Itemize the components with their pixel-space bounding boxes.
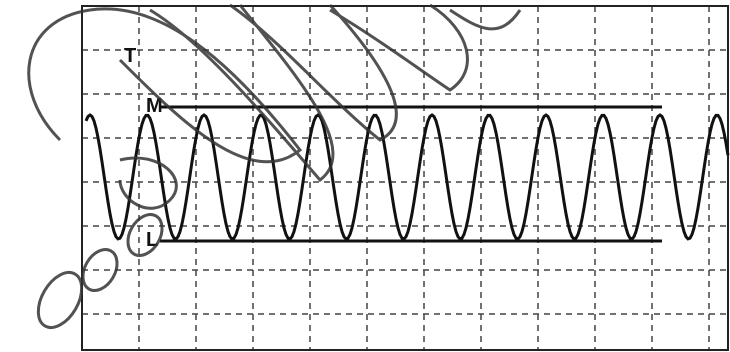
label-l: L (146, 229, 158, 251)
label-t: T (124, 45, 136, 67)
oscilloscope-screen: T M L (0, 0, 730, 352)
background (0, 0, 730, 352)
